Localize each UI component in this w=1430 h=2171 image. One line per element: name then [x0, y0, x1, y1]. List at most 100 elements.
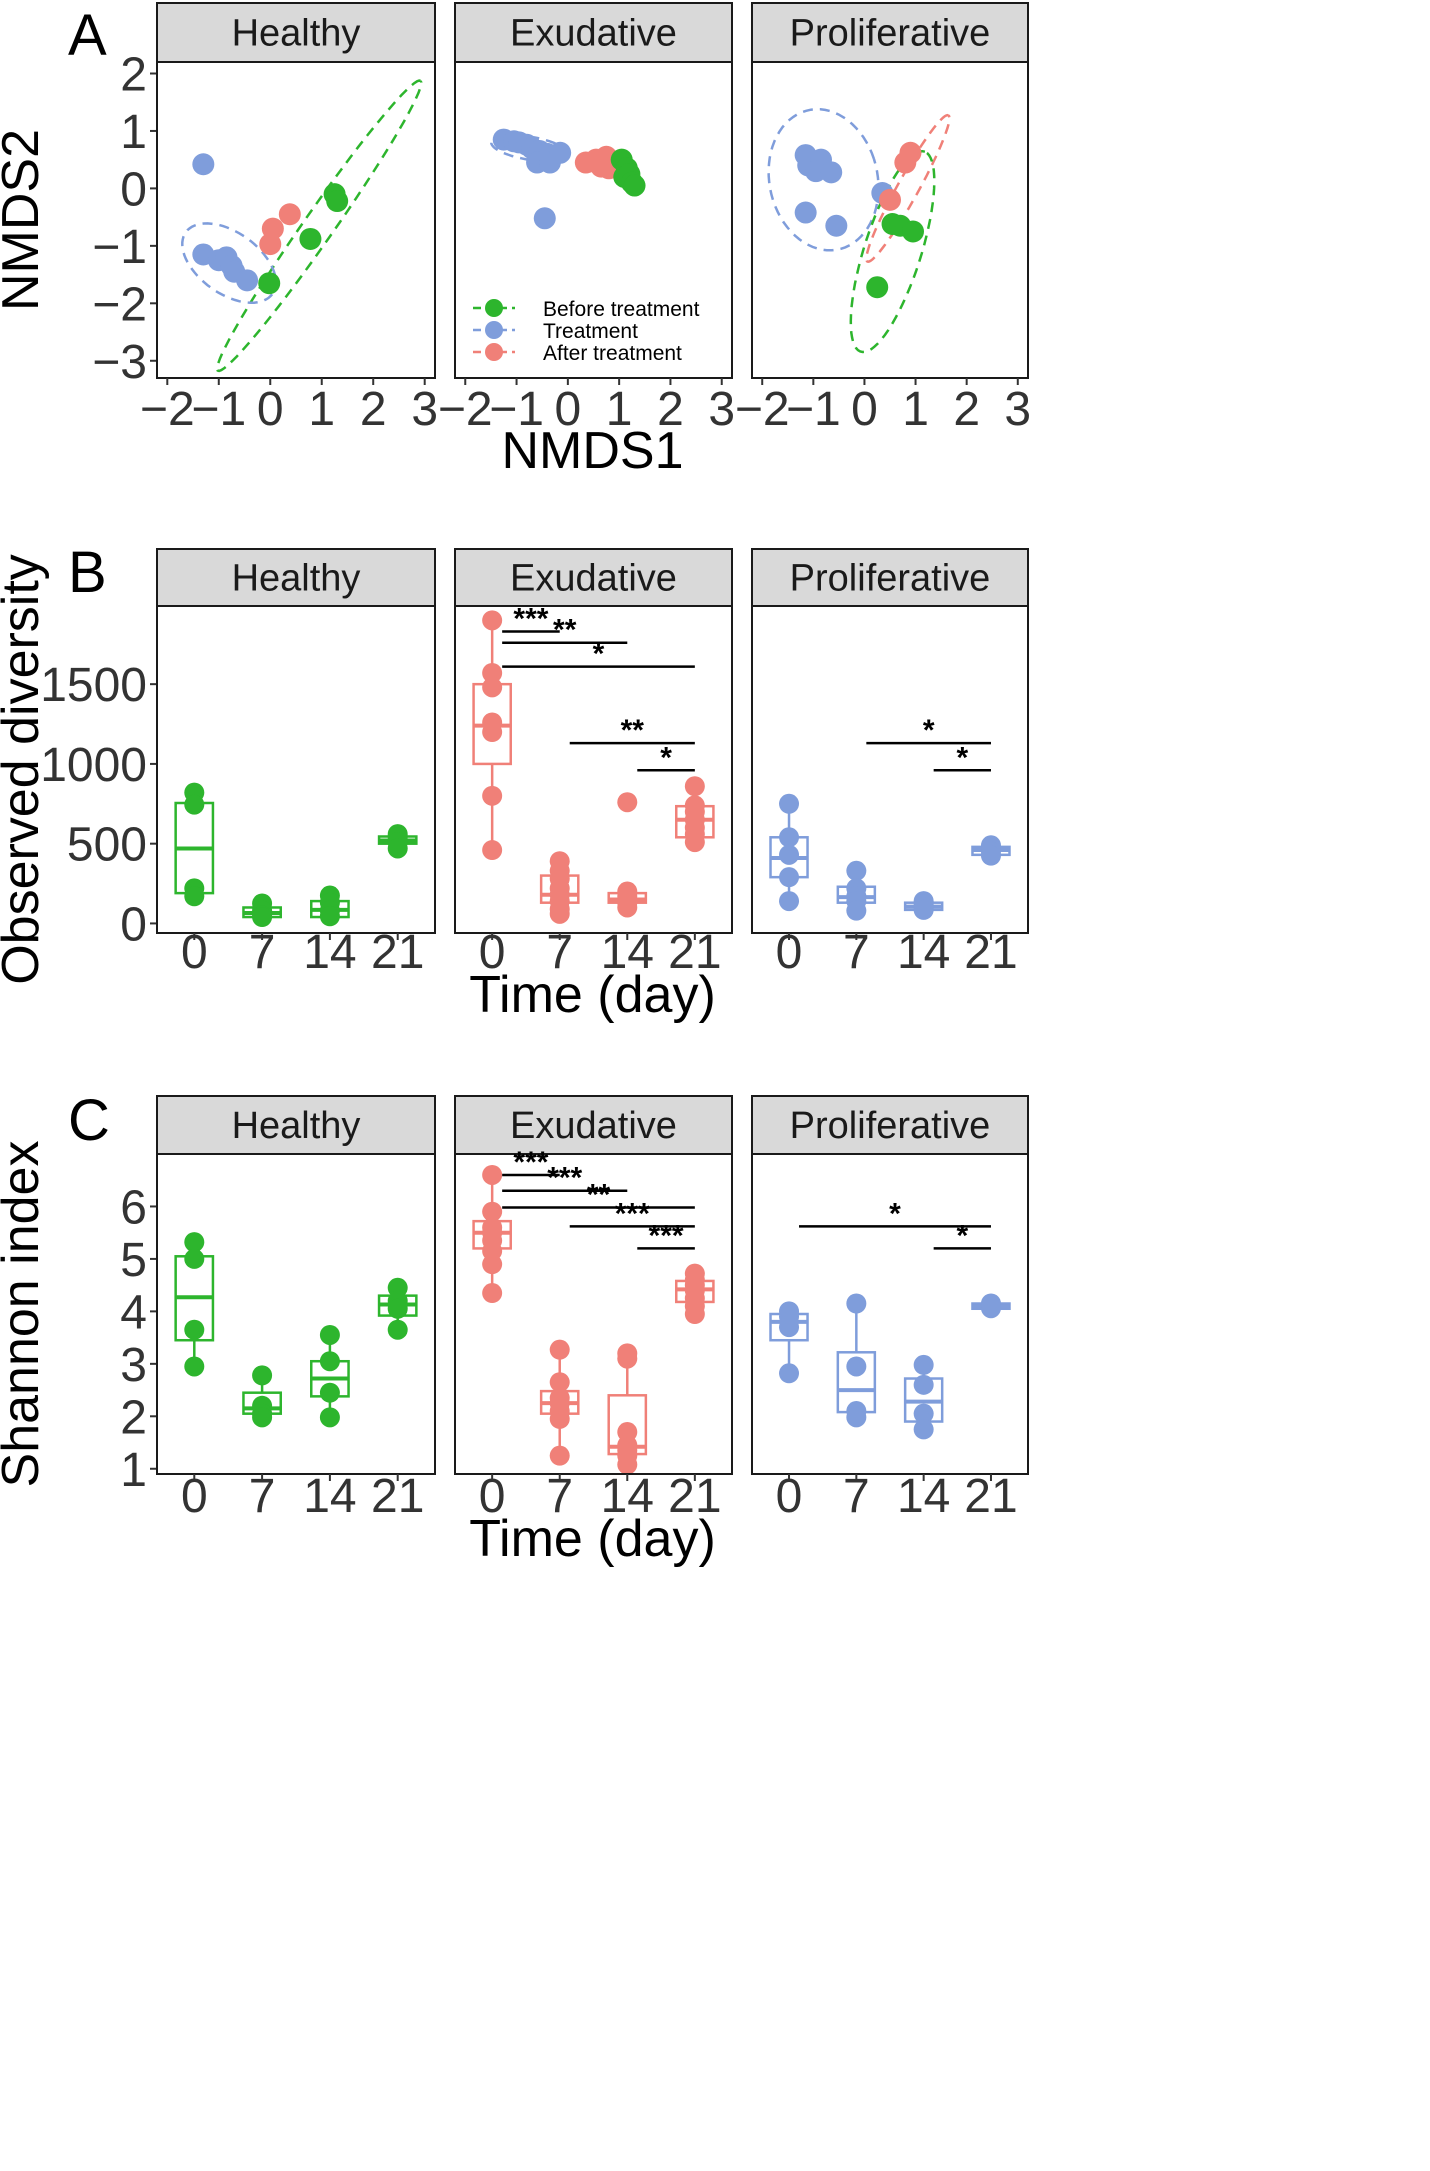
data-point — [617, 1348, 638, 1369]
data-point — [252, 1407, 273, 1428]
facet-strip-label: Proliferative — [790, 13, 991, 55]
plot-area — [472, 1164, 715, 1473]
facet-strip — [156, 548, 436, 607]
y-tick-label: 0 — [120, 163, 147, 216]
data-point — [846, 900, 867, 921]
panel-exudative: Exudative**************0 7 14 21 — [454, 1095, 733, 1523]
x-tick-label: 7 — [249, 1470, 276, 1523]
box-21 — [971, 835, 1011, 866]
point-before — [258, 272, 281, 295]
x-tick-label: −1 — [786, 383, 841, 436]
data-point — [913, 1419, 934, 1440]
data-point — [779, 793, 800, 814]
box-21 — [377, 824, 418, 859]
box-14 — [310, 885, 350, 927]
plot-area — [767, 108, 951, 354]
legend-marker — [485, 321, 503, 339]
plot-area — [174, 782, 418, 928]
data-point — [387, 1319, 408, 1340]
x-tick-label: 3 — [1004, 383, 1031, 436]
data-point — [184, 1248, 205, 1269]
panel-exudative: Exudative*** ******0 7 14 21 — [454, 548, 733, 979]
data-point — [779, 844, 800, 865]
box-7 — [836, 1293, 877, 1428]
x-tick-label: −2 — [140, 383, 195, 436]
x-tick-label: 0 — [181, 926, 208, 979]
data-point — [482, 785, 503, 806]
box-0 — [472, 610, 512, 861]
point-after — [259, 233, 282, 256]
box-0 — [174, 1232, 215, 1377]
x-tick-label: 21 — [964, 926, 1017, 979]
data-point — [617, 1454, 638, 1473]
data-point — [319, 1382, 340, 1403]
data-point — [387, 838, 408, 859]
y-tick-label: 500 — [67, 819, 147, 872]
data-point — [387, 1298, 408, 1319]
panel-healthy: Healthy 0 7 14 21 — [156, 548, 436, 979]
x-tick-label: 14 — [303, 926, 356, 979]
data-point — [482, 610, 503, 631]
data-point — [779, 891, 800, 912]
plot-area — [490, 128, 646, 230]
box-7 — [836, 860, 877, 921]
x-axis-title: Time (day) — [469, 966, 716, 1024]
point-treatment — [236, 269, 259, 292]
point-after — [278, 203, 301, 226]
facet-strip — [156, 1095, 436, 1155]
x-axis-title: NMDS1 — [501, 422, 683, 480]
legend-label: Before treatment — [543, 298, 700, 321]
panel-proliferative: Proliferative * * 0 7 14 21 — [751, 548, 1029, 979]
y-tick-label: −1 — [92, 221, 147, 274]
data-point — [482, 1254, 503, 1275]
significance-label: * — [956, 1219, 968, 1252]
facet-strip-label: Healthy — [232, 558, 361, 600]
box-21 — [377, 1277, 418, 1340]
data-point — [684, 1304, 705, 1324]
data-point — [846, 860, 867, 881]
legend-label: Treatment — [543, 320, 638, 343]
panel-letter: A — [68, 3, 107, 68]
facet-strip-label: Healthy — [232, 13, 361, 55]
data-point — [319, 1324, 340, 1345]
x-tick-label: −1 — [191, 383, 246, 436]
data-point — [319, 1351, 340, 1372]
data-point — [252, 1365, 273, 1386]
panel-letter: C — [68, 1088, 110, 1153]
data-point — [549, 1408, 570, 1429]
panel-proliferative: Proliferative −2−1 0 1 2 3 — [735, 2, 1031, 436]
significance-label: * — [660, 741, 672, 774]
x-tick-label: 1 — [308, 383, 335, 436]
data-point — [482, 1164, 503, 1185]
y-tick-label: 1500 — [40, 659, 147, 712]
y-tick-label: −2 — [92, 278, 147, 331]
facet-strip-label: Proliferative — [790, 1105, 991, 1147]
legend-marker — [485, 343, 503, 361]
data-point — [913, 899, 934, 920]
data-point — [846, 1356, 867, 1377]
box-14 — [903, 891, 944, 920]
plot-area — [769, 1293, 1011, 1440]
data-point — [549, 1339, 570, 1360]
x-tick-label: 3 — [411, 383, 438, 436]
x-tick-label: 7 — [843, 1470, 870, 1523]
point-after — [899, 141, 922, 164]
data-point — [549, 903, 570, 924]
box-14 — [310, 1324, 350, 1428]
data-point — [779, 1363, 800, 1384]
facet-strip-label: Exudative — [510, 558, 677, 600]
x-tick-label: 0 — [776, 926, 803, 979]
x-tick-label: 21 — [964, 1470, 1017, 1523]
y-tick-label: 2 — [120, 48, 147, 101]
plot-area — [174, 1232, 418, 1428]
box-0 — [174, 782, 215, 907]
box-7 — [539, 1339, 580, 1466]
facet-strip — [454, 2, 733, 63]
point-before — [299, 227, 322, 250]
panel-healthy: Healthy −2−1 0 1 2 3 — [140, 2, 438, 436]
facet-strip-label: Proliferative — [790, 558, 991, 600]
data-point — [684, 776, 705, 797]
